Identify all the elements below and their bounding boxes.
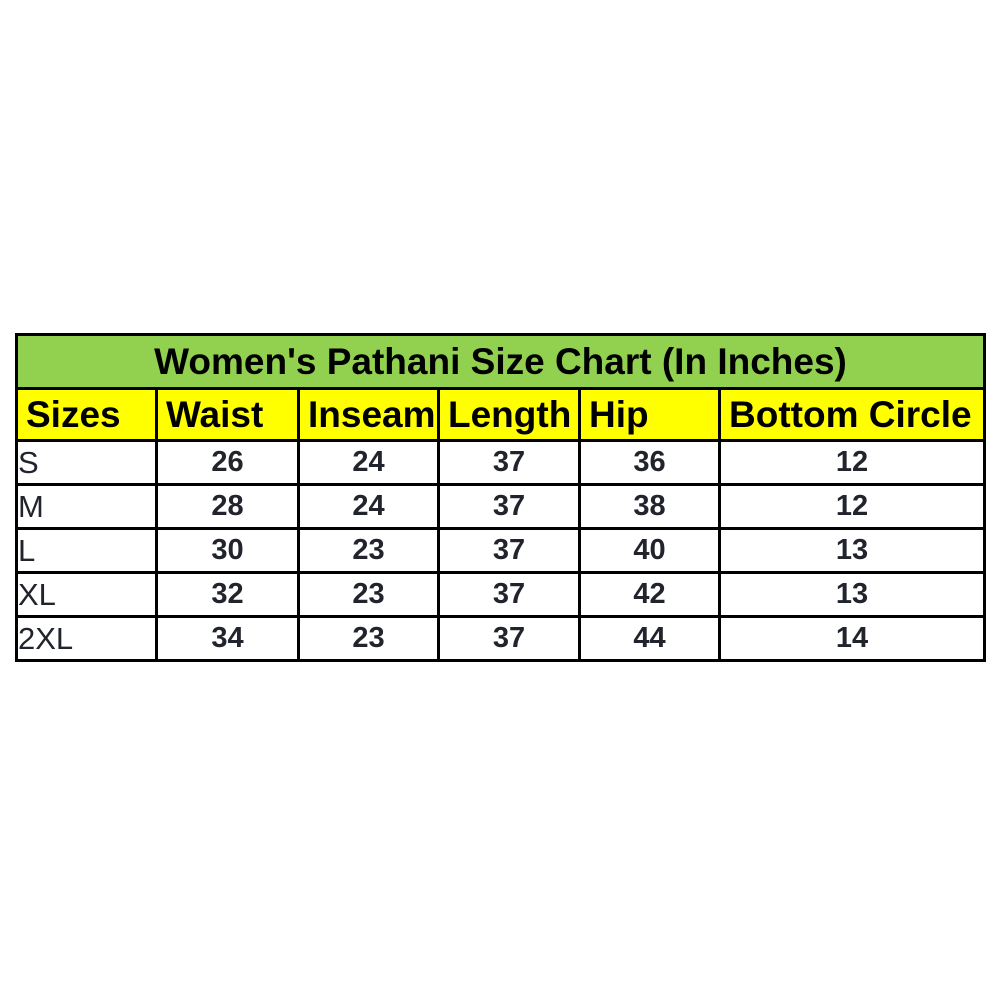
chart-title: Women's Pathani Size Chart (In Inches) bbox=[14, 333, 987, 390]
waist-value: 26 bbox=[155, 439, 300, 486]
hip-value: 42 bbox=[578, 571, 721, 618]
length-value: 37 bbox=[437, 571, 581, 618]
waist-value: 32 bbox=[155, 571, 300, 618]
header-row: Sizes Waist Inseam Length Hip Bottom Cir… bbox=[15, 387, 987, 442]
table-row-xl: XL 32 23 37 42 13 bbox=[15, 571, 987, 618]
bottom-circle-value: 14 bbox=[717, 615, 987, 662]
table-row-s: S 26 24 37 36 12 bbox=[15, 439, 987, 486]
col-header-hip: Hip bbox=[578, 387, 721, 442]
size-label: S bbox=[15, 439, 158, 486]
waist-value: 34 bbox=[155, 615, 300, 662]
size-chart-table: Women's Pathani Size Chart (In Inches) S… bbox=[14, 333, 987, 662]
length-value: 37 bbox=[437, 483, 581, 530]
title-row: Women's Pathani Size Chart (In Inches) bbox=[14, 333, 987, 390]
size-label: M bbox=[15, 483, 158, 530]
col-header-length: Length bbox=[437, 387, 581, 442]
hip-value: 40 bbox=[578, 527, 721, 574]
hip-value: 44 bbox=[578, 615, 721, 662]
col-header-inseam: Inseam bbox=[297, 387, 440, 442]
col-header-bottom-circle: Bottom Circle bbox=[717, 387, 987, 442]
inseam-value: 23 bbox=[297, 571, 440, 618]
col-header-waist: Waist bbox=[155, 387, 300, 442]
bottom-circle-value: 13 bbox=[717, 527, 987, 574]
size-label: XL bbox=[15, 571, 158, 618]
length-value: 37 bbox=[437, 527, 581, 574]
hip-value: 36 bbox=[578, 439, 721, 486]
bottom-circle-value: 12 bbox=[717, 483, 987, 530]
bottom-circle-value: 13 bbox=[717, 571, 987, 618]
table-row-m: M 28 24 37 38 12 bbox=[15, 483, 987, 530]
bottom-circle-value: 12 bbox=[717, 439, 987, 486]
waist-value: 30 bbox=[155, 527, 300, 574]
table-row-2xl: 2XL 34 23 37 44 14 bbox=[15, 615, 987, 662]
length-value: 37 bbox=[437, 615, 581, 662]
inseam-value: 24 bbox=[297, 483, 440, 530]
length-value: 37 bbox=[437, 439, 581, 486]
size-label: L bbox=[15, 527, 158, 574]
inseam-value: 23 bbox=[297, 615, 440, 662]
table-row-l: L 30 23 37 40 13 bbox=[15, 527, 987, 574]
hip-value: 38 bbox=[578, 483, 721, 530]
waist-value: 28 bbox=[155, 483, 300, 530]
inseam-value: 24 bbox=[297, 439, 440, 486]
inseam-value: 23 bbox=[297, 527, 440, 574]
size-label: 2XL bbox=[15, 615, 158, 662]
col-header-sizes: Sizes bbox=[15, 387, 158, 442]
